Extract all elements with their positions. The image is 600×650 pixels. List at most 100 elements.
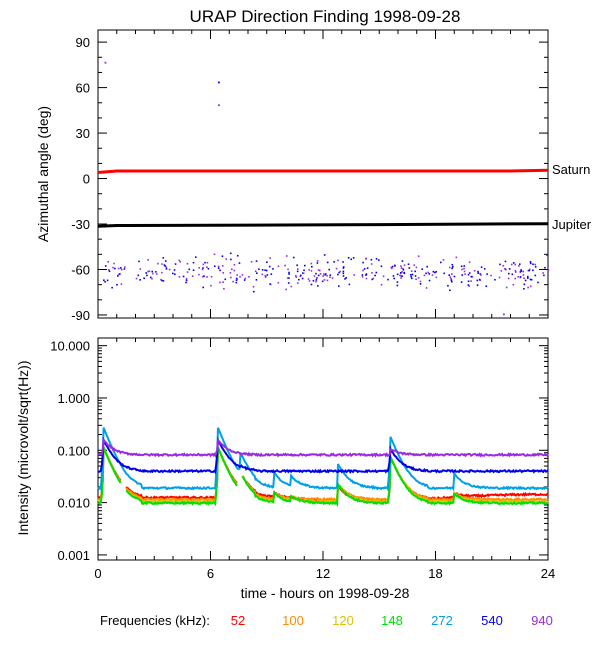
direction-point xyxy=(413,264,416,266)
direction-point xyxy=(119,267,122,269)
direction-point xyxy=(344,278,346,280)
direction-point xyxy=(331,277,334,279)
direction-point xyxy=(266,261,268,263)
direction-point xyxy=(512,262,515,264)
direction-point xyxy=(308,280,311,282)
direction-point xyxy=(161,271,163,274)
direction-point xyxy=(423,274,426,277)
direction-point xyxy=(365,273,368,275)
direction-point xyxy=(467,280,470,283)
direction-point xyxy=(519,271,522,273)
direction-point xyxy=(223,287,225,290)
direction-point xyxy=(316,260,319,262)
direction-point xyxy=(296,264,298,267)
direction-point xyxy=(225,258,227,260)
direction-point xyxy=(411,277,413,280)
direction-point xyxy=(143,277,145,280)
direction-point xyxy=(221,265,224,267)
direction-point xyxy=(186,271,189,273)
direction-point xyxy=(370,258,373,261)
frequency-legend-title: Frequencies (kHz): xyxy=(100,613,210,628)
direction-point xyxy=(461,268,463,271)
direction-point xyxy=(296,270,299,273)
legend-entry-100: 100 xyxy=(282,613,304,628)
direction-point xyxy=(321,280,324,283)
direction-point xyxy=(138,260,140,263)
direction-point xyxy=(213,253,216,256)
direction-point xyxy=(329,276,331,278)
direction-point xyxy=(543,274,545,277)
direction-point xyxy=(428,273,431,275)
direction-point xyxy=(451,273,453,275)
direction-point xyxy=(119,273,121,275)
direction-point xyxy=(157,262,159,265)
direction-point xyxy=(317,285,319,287)
direction-point xyxy=(396,284,399,287)
direction-point xyxy=(265,269,268,272)
direction-point xyxy=(172,272,174,275)
time-axis-label: time - hours on 1998-09-28 xyxy=(241,585,410,601)
direction-point xyxy=(315,272,317,275)
direction-point xyxy=(108,270,111,273)
direction-point xyxy=(544,266,546,269)
direction-point xyxy=(365,257,367,260)
direction-point xyxy=(322,275,324,277)
direction-point xyxy=(112,266,114,269)
direction-point xyxy=(417,255,420,257)
direction-point xyxy=(269,283,271,285)
direction-point xyxy=(514,277,517,280)
direction-point xyxy=(269,257,271,259)
direction-point xyxy=(178,276,181,278)
direction-point xyxy=(277,265,280,267)
direction-point xyxy=(302,272,305,275)
direction-point xyxy=(365,274,367,276)
direction-point xyxy=(316,277,318,279)
direction-point xyxy=(310,270,313,272)
direction-point xyxy=(390,266,393,269)
direction-point xyxy=(238,262,241,264)
direction-point xyxy=(400,265,402,267)
direction-point xyxy=(477,272,480,274)
time-tick-label: 18 xyxy=(428,566,442,581)
direction-point xyxy=(408,267,411,269)
direction-point xyxy=(319,273,322,275)
direction-point xyxy=(191,275,194,277)
direction-point xyxy=(514,263,517,266)
azimuth-axis-ticks: 90 60 30 0 -30 -60 -90 xyxy=(71,30,549,323)
direction-point xyxy=(427,271,429,274)
direction-point xyxy=(174,263,177,265)
direction-point xyxy=(235,281,238,284)
direction-point xyxy=(476,279,479,282)
direction-point xyxy=(152,272,154,275)
direction-point xyxy=(452,266,454,268)
direction-point xyxy=(198,267,200,269)
direction-point xyxy=(520,269,522,271)
direction-point xyxy=(202,275,204,278)
direction-point xyxy=(547,269,550,272)
direction-point xyxy=(111,286,113,289)
direction-point xyxy=(285,288,287,291)
direction-point xyxy=(464,273,466,275)
direction-point xyxy=(479,273,482,275)
direction-point xyxy=(478,278,481,281)
direction-point xyxy=(414,275,417,277)
direction-point xyxy=(443,272,446,275)
direction-point xyxy=(163,264,166,266)
direction-point xyxy=(210,275,213,278)
direction-point xyxy=(362,269,364,272)
direction-point xyxy=(392,275,395,277)
direction-point xyxy=(290,285,293,288)
direction-point xyxy=(342,261,344,263)
intensity-y-axis-label: Intensity (microvolt/sqrt(Hz)) xyxy=(15,360,31,535)
direction-point xyxy=(339,270,342,273)
direction-point xyxy=(353,274,355,276)
direction-point xyxy=(326,274,328,277)
direction-point xyxy=(317,269,320,271)
direction-point xyxy=(461,274,463,276)
direction-point xyxy=(512,283,515,286)
azimuth-tick-label: 30 xyxy=(76,126,90,141)
direction-outlier-point xyxy=(218,104,220,107)
direction-point xyxy=(480,266,483,268)
direction-point xyxy=(315,280,317,283)
legend-entry-148: 148 xyxy=(381,613,403,628)
